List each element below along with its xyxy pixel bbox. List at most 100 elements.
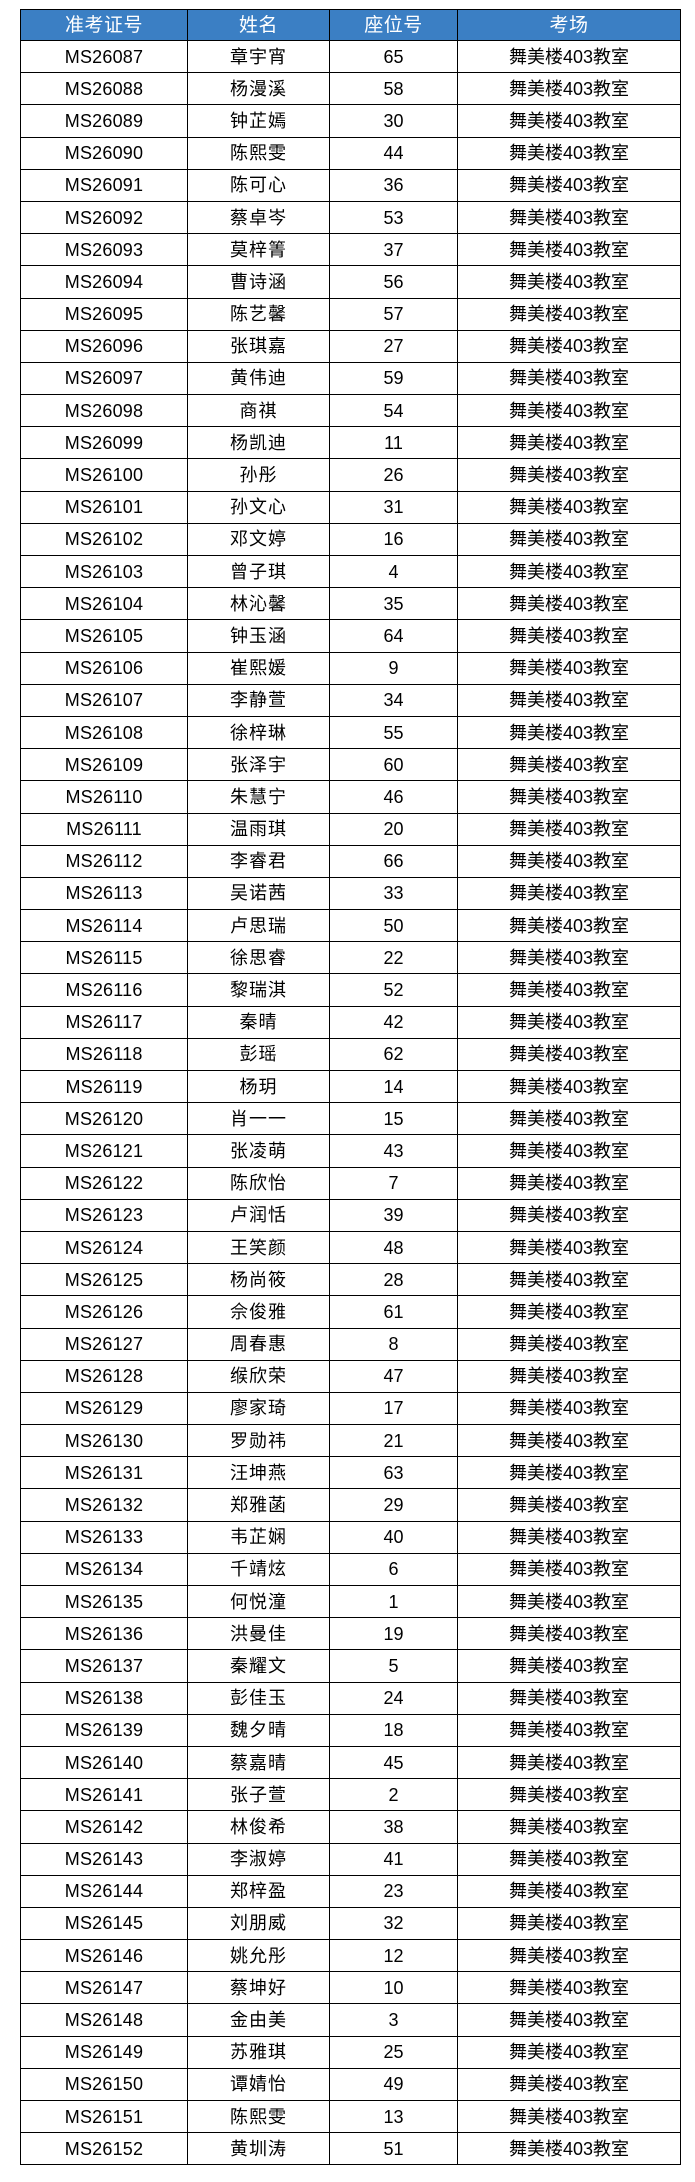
cell-seat-number: 2 xyxy=(329,1778,458,1812)
cell-ticket-number: MS26151 xyxy=(20,2099,188,2134)
cell-ticket-number: MS26090 xyxy=(20,136,188,170)
table-row: MS26102 邓文婷 16 舞美楼403教室 xyxy=(20,522,681,557)
table-row: MS26146 姚允彤 12 舞美楼403教室 xyxy=(20,1939,681,1973)
cell-seat-number: 32 xyxy=(329,1906,458,1941)
cell-exam-room: 舞美楼403教室 xyxy=(457,715,681,750)
cell-seat-number: 15 xyxy=(329,1102,458,1136)
table-row: MS26134 千靖炫 6 舞美楼403教室 xyxy=(20,1552,681,1587)
cell-seat-number: 16 xyxy=(329,522,458,557)
cell-ticket-number: MS26099 xyxy=(20,426,188,460)
table-row: MS26101 孙文心 31 舞美楼403教室 xyxy=(20,490,681,524)
cell-exam-room: 舞美楼403教室 xyxy=(457,1166,681,1200)
cell-exam-room: 舞美楼403教室 xyxy=(457,1649,681,1683)
table-row: MS26142 林俊希 38 舞美楼403教室 xyxy=(20,1810,681,1844)
table-row: MS26113 吴诺茜 33 舞美楼403教室 xyxy=(20,876,681,911)
cell-exam-room: 舞美楼403教室 xyxy=(457,1971,681,2005)
cell-ticket-number: MS26103 xyxy=(20,554,188,589)
table-row: MS26132 郑雅菡 29 舞美楼403教室 xyxy=(20,1488,681,1522)
table-row: MS26112 李睿君 66 舞美楼403教室 xyxy=(20,844,681,878)
table-row: MS26103 曾子琪 4 舞美楼403教室 xyxy=(20,554,681,589)
cell-student-name: 汪坤燕 xyxy=(187,1456,330,1490)
cell-student-name: 肖一一 xyxy=(187,1102,330,1136)
cell-ticket-number: MS26115 xyxy=(20,941,188,975)
cell-seat-number: 60 xyxy=(329,748,458,782)
cell-student-name: 韦芷娴 xyxy=(187,1520,330,1554)
cell-exam-room: 舞美楼403教室 xyxy=(457,2099,681,2134)
cell-ticket-number: MS26126 xyxy=(20,1295,188,1329)
cell-ticket-number: MS26097 xyxy=(20,361,188,396)
cell-ticket-number: MS26105 xyxy=(20,619,188,653)
table-row: MS26138 彭佳玉 24 舞美楼403教室 xyxy=(20,1681,681,1715)
cell-ticket-number: MS26147 xyxy=(20,1971,188,2005)
cell-student-name: 钟芷嫣 xyxy=(187,104,330,138)
cell-exam-room: 舞美楼403教室 xyxy=(457,2003,681,2037)
cell-ticket-number: MS26133 xyxy=(20,1520,188,1554)
cell-student-name: 苏雅琪 xyxy=(187,2035,330,2069)
cell-seat-number: 55 xyxy=(329,715,458,750)
cell-exam-room: 舞美楼403教室 xyxy=(457,297,681,331)
table-row: MS26150 谭婧怡 49 舞美楼403教室 xyxy=(20,2067,681,2102)
cell-exam-room: 舞美楼403教室 xyxy=(457,1456,681,1490)
cell-ticket-number: MS26107 xyxy=(20,683,188,717)
cell-exam-room: 舞美楼403教室 xyxy=(457,104,681,138)
table-row: MS26097 黄伟迪 59 舞美楼403教室 xyxy=(20,361,681,396)
cell-seat-number: 30 xyxy=(329,104,458,138)
table-row: MS26126 佘俊雅 61 舞美楼403教室 xyxy=(20,1295,681,1329)
cell-seat-number: 31 xyxy=(329,490,458,524)
cell-exam-room: 舞美楼403教室 xyxy=(457,876,681,911)
cell-ticket-number: MS26117 xyxy=(20,1005,188,1039)
cell-ticket-number: MS26132 xyxy=(20,1488,188,1522)
header-row: 准考证号 姓名 座位号 考场 xyxy=(20,9,681,41)
cell-student-name: 陈欣怡 xyxy=(187,1166,330,1200)
cell-student-name: 杨尚筱 xyxy=(187,1263,330,1297)
cell-exam-room: 舞美楼403教室 xyxy=(457,1005,681,1039)
cell-student-name: 曾子琪 xyxy=(187,554,330,589)
cell-ticket-number: MS26100 xyxy=(20,458,188,492)
table-row: MS26149 苏雅琪 25 舞美楼403教室 xyxy=(20,2035,681,2069)
cell-student-name: 林沁馨 xyxy=(187,587,330,621)
cell-seat-number: 13 xyxy=(329,2099,458,2134)
cell-ticket-number: MS26116 xyxy=(20,973,188,1007)
table-row: MS26116 黎瑞淇 52 舞美楼403教室 xyxy=(20,973,681,1007)
cell-ticket-number: MS26102 xyxy=(20,522,188,557)
cell-exam-room: 舞美楼403教室 xyxy=(457,2132,681,2166)
cell-student-name: 千靖炫 xyxy=(187,1552,330,1587)
cell-exam-room: 舞美楼403教室 xyxy=(457,812,681,846)
cell-ticket-number: MS26121 xyxy=(20,1134,188,1168)
cell-student-name: 莫梓箐 xyxy=(187,233,330,267)
table-row: MS26089 钟芷嫣 30 舞美楼403教室 xyxy=(20,104,681,138)
table-row: MS26108 徐梓琳 55 舞美楼403教室 xyxy=(20,715,681,750)
cell-ticket-number: MS26137 xyxy=(20,1649,188,1683)
cell-ticket-number: MS26146 xyxy=(20,1939,188,1973)
cell-seat-number: 11 xyxy=(329,426,458,460)
table-row: MS26145 刘朋威 32 舞美楼403教室 xyxy=(20,1906,681,1941)
cell-exam-room: 舞美楼403教室 xyxy=(457,426,681,460)
cell-seat-number: 21 xyxy=(329,1424,458,1458)
table-row: MS26100 孙彤 26 舞美楼403教室 xyxy=(20,458,681,492)
cell-exam-room: 舞美楼403教室 xyxy=(457,1745,681,1780)
exam-roster-table: 准考证号 姓名 座位号 考场 MS26087 章宇宵 65 舞美楼403教室 MS260… xyxy=(20,9,681,2166)
cell-student-name: 张子萱 xyxy=(187,1778,330,1812)
cell-student-name: 张泽宇 xyxy=(187,748,330,782)
cell-student-name: 卢思瑞 xyxy=(187,909,330,943)
cell-student-name: 李静萱 xyxy=(187,683,330,717)
cell-exam-room: 舞美楼403教室 xyxy=(457,748,681,782)
cell-seat-number: 41 xyxy=(329,1842,458,1876)
cell-ticket-number: MS26141 xyxy=(20,1778,188,1812)
cell-ticket-number: MS26118 xyxy=(20,1037,188,1072)
cell-student-name: 何悦潼 xyxy=(187,1584,330,1619)
table-row: MS26114 卢思瑞 50 舞美楼403教室 xyxy=(20,909,681,943)
table-body: MS26087 章宇宵 65 舞美楼403教室 MS26088 杨漫溪 58 舞美楼403教室… xyxy=(20,39,681,2166)
table-row: MS26121 张凌萌 43 舞美楼403教室 xyxy=(20,1134,681,1168)
table-row: MS26140 蔡嘉晴 45 舞美楼403教室 xyxy=(20,1745,681,1780)
table-row: MS26115 徐思睿 22 舞美楼403教室 xyxy=(20,941,681,975)
cell-ticket-number: MS26087 xyxy=(20,39,188,74)
cell-student-name: 罗勋祎 xyxy=(187,1424,330,1458)
table-row: MS26141 张子萱 2 舞美楼403教室 xyxy=(20,1778,681,1812)
cell-seat-number: 54 xyxy=(329,394,458,428)
cell-student-name: 曹诗涵 xyxy=(187,265,330,299)
cell-seat-number: 66 xyxy=(329,844,458,878)
table-row: MS26152 黄圳涛 51 舞美楼403教室 xyxy=(20,2132,681,2166)
cell-student-name: 孙彤 xyxy=(187,458,330,492)
